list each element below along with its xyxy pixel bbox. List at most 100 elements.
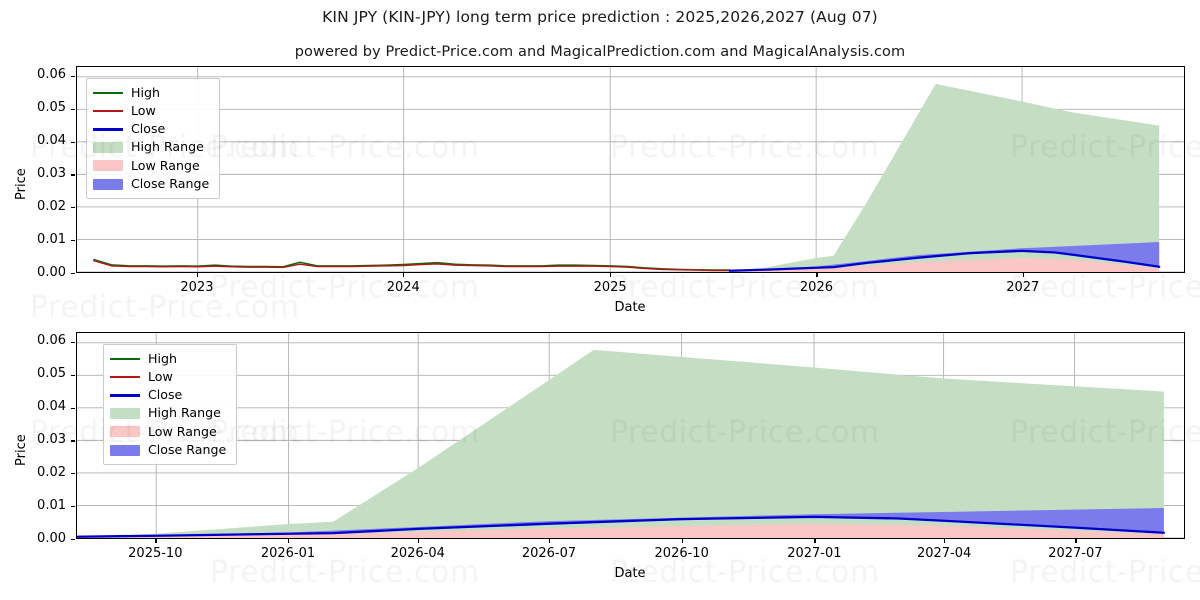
y-axis-tick-label: 0.00 <box>37 264 66 280</box>
legend-item-low[interactable]: Low <box>93 102 211 120</box>
y-axis-tick-label: 0.02 <box>37 464 66 480</box>
y-axis-tick-mark <box>71 141 75 143</box>
band-area-close-range <box>729 242 1160 271</box>
legend-swatch-line-icon <box>93 87 123 99</box>
legend-item-low-range[interactable]: Low Range <box>93 157 211 175</box>
legend-item-label: High <box>148 350 177 366</box>
legend-swatch-line-icon <box>93 105 123 117</box>
x-axis-tick-mark <box>1075 539 1077 543</box>
x-axis-tick-mark <box>610 273 612 277</box>
y-axis-tick-label: 0.04 <box>37 133 66 149</box>
x-axis-tick-mark <box>549 539 551 543</box>
legend-swatch-patch-icon <box>110 444 140 456</box>
x-axis-tick-mark <box>944 539 946 543</box>
legend-item-close[interactable]: Close <box>93 120 211 138</box>
legend-swatch-patch-icon <box>93 142 123 154</box>
y-axis-tick-label: 0.01 <box>37 231 66 247</box>
y-axis-tick-mark <box>71 407 75 409</box>
y-axis-tick-label: 0.02 <box>37 198 66 214</box>
y-axis-tick-mark <box>71 108 75 110</box>
legend-item-label: Low <box>131 102 156 118</box>
legend-item-close-range[interactable]: Close Range <box>110 441 228 459</box>
x-axis-tick-mark <box>417 539 419 543</box>
legend-item-close[interactable]: Close <box>110 386 228 404</box>
chart-svg-top <box>77 67 1184 272</box>
y-axis-tick-label: 0.04 <box>37 399 66 415</box>
y-axis-tick-label: 0.05 <box>37 366 66 382</box>
x-axis-tick-label: 2024 <box>386 280 420 295</box>
x-axis-tick-label: 2023 <box>180 280 214 295</box>
x-axis-tick-label: 2026-07 <box>521 546 577 561</box>
x-axis-tick-label: 2027-04 <box>916 546 972 561</box>
legend-item-label: Low Range <box>131 157 200 173</box>
legend-item-label: High Range <box>131 139 204 155</box>
x-axis-tick-mark <box>196 273 199 277</box>
page-title: KIN JPY (KIN-JPY) long term price predic… <box>322 8 878 26</box>
y-axis-tick-mark <box>71 75 75 78</box>
series-line-close <box>728 249 1161 272</box>
legend-swatch-patch-icon <box>110 426 140 438</box>
chart-plot-bottom <box>76 332 1185 539</box>
band-area-high-range <box>77 349 1164 538</box>
series-line-close <box>77 515 1165 538</box>
x-axis-tick-label: 2026 <box>799 280 833 295</box>
y-axis-tick-mark <box>71 374 75 376</box>
legend-top: High Low Close High Range Low Range Close Ran… <box>86 78 220 200</box>
y-axis-tick-label: 0.06 <box>37 333 66 349</box>
legend-item-label: Close <box>148 387 183 403</box>
watermark-text: Predict-Price.com <box>610 270 879 305</box>
legend-swatch-patch-icon <box>93 160 123 172</box>
watermark-text: Predict-Price.com <box>1010 555 1200 590</box>
y-axis-tick-label: 0.05 <box>37 100 66 116</box>
legend-swatch-line-icon <box>110 389 140 401</box>
band-area-low-range <box>729 258 1160 272</box>
x-axis-tick-mark <box>155 539 157 543</box>
legend-item-label: Close Range <box>131 175 210 191</box>
y-axis-tick-mark <box>71 273 75 275</box>
legend-item-low-range[interactable]: Low Range <box>110 423 228 441</box>
legend-item-label: Close <box>131 121 166 137</box>
x-axis-tick-mark <box>681 539 683 543</box>
x-axis-tick-label: 2027 <box>1006 280 1040 295</box>
y-axis-tick-label: 0.01 <box>37 497 66 513</box>
legend-bottom: High Low Close High Range Low Range Close Ran… <box>103 344 237 466</box>
legend-item-high[interactable]: High <box>93 84 211 102</box>
legend-item-close-range[interactable]: Close Range <box>93 175 211 193</box>
legend-swatch-patch-icon <box>110 408 140 420</box>
band-area-low-range <box>77 524 1164 538</box>
chart-svg-bottom <box>77 333 1184 538</box>
watermark-text: Predict-Price.com <box>30 290 299 325</box>
x-axis-tick-label: 2026-01 <box>260 546 316 561</box>
page-subtitle: powered by Predict-Price.com and Magical… <box>294 44 906 60</box>
x-axis-tick-label: 2025-10 <box>128 546 183 561</box>
y-axis-tick-mark <box>71 506 75 508</box>
x-axis-tick-mark <box>816 273 818 277</box>
x-axis-tick-label: 2027-01 <box>787 546 842 561</box>
series-line-low <box>93 259 731 272</box>
legend-item-label: Low <box>148 368 173 384</box>
watermark-text: Predict-Price.com <box>210 270 479 305</box>
y-axis-tick-label: 0.06 <box>37 67 66 83</box>
x-axis-tick-mark <box>403 273 405 277</box>
legend-swatch-line-icon <box>110 371 140 383</box>
band-area-close-range <box>77 508 1164 537</box>
legend-item-label: Close Range <box>148 441 227 457</box>
x-axis-label-top: Date <box>614 300 646 315</box>
legend-item-label: High Range <box>148 405 221 421</box>
x-axis-tick-label: 2027-07 <box>1048 546 1103 561</box>
x-axis-label-bottom: Date <box>614 566 646 581</box>
y-axis-tick-mark <box>71 174 75 176</box>
y-axis-tick-mark <box>71 240 75 242</box>
x-axis-tick-label: 2025 <box>593 280 627 295</box>
x-axis-tick-mark <box>1022 273 1024 277</box>
legend-item-high-range[interactable]: High Range <box>93 139 211 157</box>
legend-swatch-line-icon <box>93 123 123 135</box>
legend-item-high[interactable]: High <box>110 350 228 368</box>
x-axis-tick-label: 2026-04 <box>390 546 445 561</box>
x-axis-tick-label: 2026-10 <box>654 546 709 561</box>
legend-item-high-range[interactable]: High Range <box>110 405 228 423</box>
y-axis-tick-mark <box>71 341 75 344</box>
legend-item-low[interactable]: Low <box>110 368 228 386</box>
y-axis-tick-mark <box>71 207 75 209</box>
